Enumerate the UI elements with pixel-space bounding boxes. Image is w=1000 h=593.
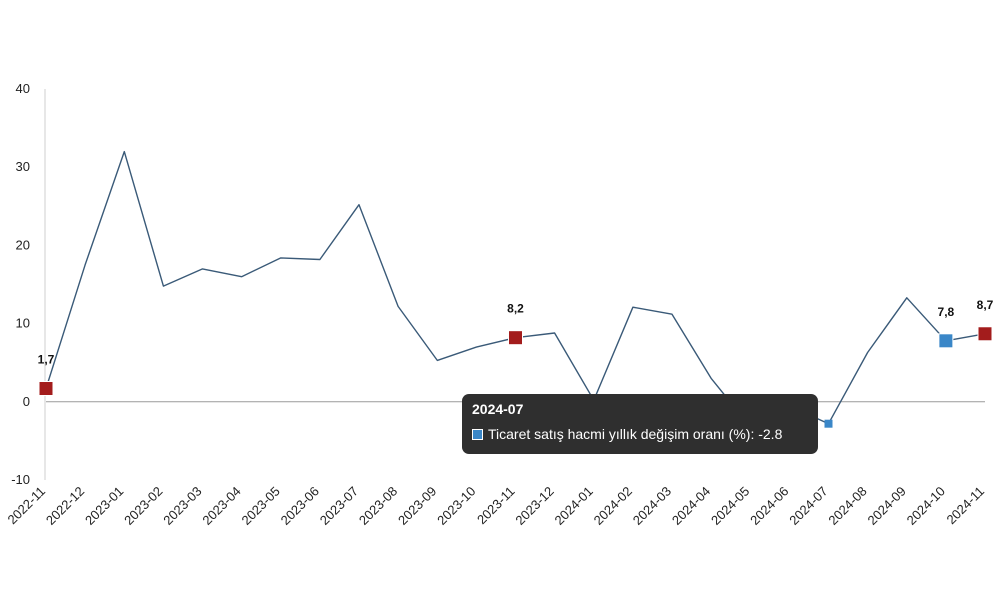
x-tick-label: 2023-02 <box>121 484 165 528</box>
x-tick-label: 2023-10 <box>434 484 478 528</box>
data-labels: 1,7 8,2 7,8 8,7 <box>38 298 994 367</box>
y-tick-label: 30 <box>16 159 30 174</box>
x-tick-label: 2024-02 <box>591 484 635 528</box>
y-tick-label: 20 <box>16 237 30 252</box>
series-line <box>45 150 986 428</box>
x-tick-label: 2023-04 <box>199 484 243 528</box>
data-label: 8,7 <box>977 298 994 312</box>
x-tick-label: 2024-11 <box>943 484 987 528</box>
tooltip: 2024-07 Ticaret satış hacmi yıllık değiş… <box>462 394 818 454</box>
tooltip-title: 2024-07 <box>472 401 524 417</box>
x-tick-label: 2024-09 <box>865 484 909 528</box>
data-label: 1,7 <box>38 353 55 367</box>
x-tick-label: 2024-08 <box>825 484 869 528</box>
tooltip-row: Ticaret satış hacmi yıllık değişim oranı… <box>472 426 808 442</box>
x-axis: 2022-112022-122023-012023-022023-032023-… <box>4 484 987 528</box>
y-tick-label: 0 <box>23 394 30 409</box>
y-tick-label: -10 <box>11 472 30 487</box>
series-group <box>45 150 986 428</box>
x-tick-label: 2024-10 <box>904 484 948 528</box>
x-tick-label: 2022-11 <box>4 484 48 528</box>
tooltip-separator: : <box>750 426 759 442</box>
x-tick-label: 2024-07 <box>786 484 830 528</box>
x-tick-label: 2024-03 <box>630 484 674 528</box>
data-label: 7,8 <box>938 305 955 319</box>
x-tick-label: 2023-06 <box>278 484 322 528</box>
x-tick-label: 2024-04 <box>669 484 713 528</box>
x-tick-label: 2024-06 <box>747 484 791 528</box>
data-point-marker <box>508 330 523 346</box>
x-tick-label: 2024-05 <box>708 484 752 528</box>
x-tick-label: 2023-12 <box>512 484 556 528</box>
y-tick-label: 40 <box>16 81 30 96</box>
x-tick-label: 2023-01 <box>82 484 126 528</box>
x-tick-label: 2023-08 <box>356 484 400 528</box>
data-point-marker <box>938 333 954 349</box>
data-label: 8,2 <box>507 302 524 316</box>
x-tick-label: 2023-07 <box>317 484 361 528</box>
hover-point-marker <box>824 419 833 428</box>
tooltip-value: -2.8 <box>758 426 783 442</box>
x-tick-label: 2023-09 <box>395 484 439 528</box>
x-tick-label: 2023-11 <box>474 484 518 528</box>
data-point-marker <box>977 326 993 342</box>
x-tick-label: 2024-01 <box>552 484 596 528</box>
data-point-marker <box>38 381 54 397</box>
x-tick-label: 2023-03 <box>160 484 204 528</box>
x-tick-label: 2022-12 <box>43 484 87 528</box>
markers <box>38 326 993 428</box>
y-tick-label: 10 <box>16 316 30 331</box>
tooltip-series-name: Ticaret satış hacmi yıllık değişim oranı… <box>488 426 751 442</box>
tooltip-series-swatch <box>472 428 483 440</box>
x-tick-label: 2023-05 <box>239 484 283 528</box>
